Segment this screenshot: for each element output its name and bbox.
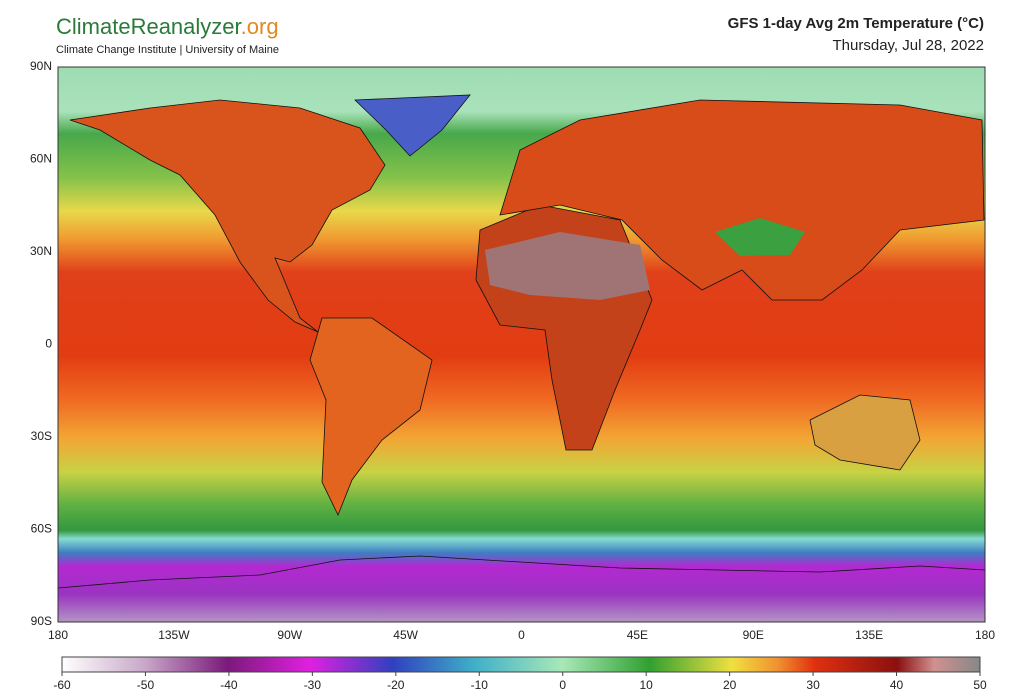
lon-label: 45E <box>627 628 648 642</box>
brand-suffix[interactable]: .org <box>241 14 279 39</box>
map-title: GFS 1-day Avg 2m Temperature (°C) <box>728 15 984 32</box>
map-date: Thursday, Jul 28, 2022 <box>833 37 984 54</box>
lat-label: 60S <box>31 522 52 536</box>
lat-label: 30N <box>30 244 52 258</box>
australia <box>809 394 921 471</box>
eurasia <box>499 99 985 301</box>
colorbar-label: 40 <box>890 678 904 692</box>
north-america <box>69 99 386 333</box>
colorbar-label: 0 <box>559 678 566 692</box>
colorbar <box>61 656 981 673</box>
colorbar-label: -50 <box>137 678 155 692</box>
colorbar-label: 50 <box>973 678 987 692</box>
lon-label: 45W <box>393 628 418 642</box>
south-america <box>309 317 433 516</box>
lon-label: 180 <box>48 628 68 642</box>
colorbar-label: 30 <box>806 678 820 692</box>
colorbar-ticks: -60 -50 -40 -30 -20 -10 0 10 20 30 40 50 <box>53 672 987 692</box>
colorbar-label: 20 <box>723 678 737 692</box>
greenland <box>354 94 471 157</box>
lon-label: 135E <box>855 628 883 642</box>
lat-label: 90N <box>30 59 52 73</box>
sahara <box>485 232 650 300</box>
antarctica-coast <box>57 555 986 589</box>
lon-label: 90W <box>277 628 302 642</box>
lat-label: 90S <box>31 614 52 628</box>
lat-axis: 90N 60N 30N 0 30S 60S 90S <box>30 59 52 628</box>
lat-label: 0 <box>45 337 52 351</box>
lon-label: 0 <box>518 628 525 642</box>
tibet <box>715 218 805 256</box>
colorbar-label: -10 <box>471 678 489 692</box>
brand-main[interactable]: ClimateReanalyzer <box>56 14 242 39</box>
lon-label: 180 <box>975 628 995 642</box>
colorbar-label: -60 <box>53 678 71 692</box>
map <box>57 66 986 623</box>
lat-label: 30S <box>31 429 52 443</box>
lon-axis: 180 135W 90W 45W 0 45E 90E 135E 180 <box>48 628 995 642</box>
brand-subtitle: Climate Change Institute | University of… <box>56 44 279 56</box>
map-frame <box>57 66 986 623</box>
colorbar-label: -20 <box>387 678 405 692</box>
lat-label: 60N <box>30 152 52 166</box>
lon-label: 135W <box>158 628 190 642</box>
lon-label: 90E <box>743 628 764 642</box>
colorbar-label: -30 <box>304 678 322 692</box>
brand[interactable]: ClimateReanalyzer.org <box>56 14 279 39</box>
colorbar-label: -40 <box>220 678 238 692</box>
colorbar-label: 10 <box>640 678 654 692</box>
